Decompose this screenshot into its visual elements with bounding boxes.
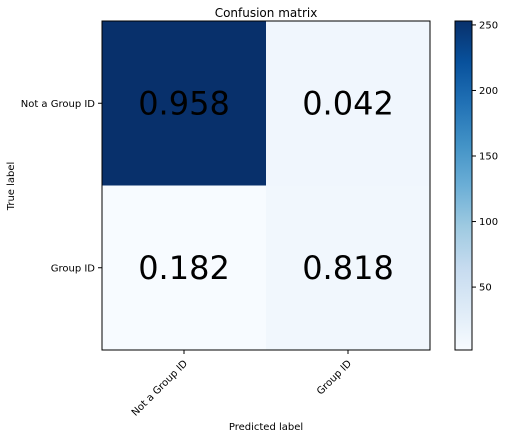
colorbar-tick-label: 100 <box>479 217 498 228</box>
heatmap-cell <box>266 185 430 350</box>
cell-value-label: 0.042 <box>302 84 394 122</box>
x-tick-label: Not a Group ID <box>130 358 191 419</box>
y-axis-label: True label <box>6 162 17 212</box>
cell-value-label: 0.818 <box>302 249 394 287</box>
cell-value-label: 0.182 <box>138 249 230 287</box>
colorbar-tick-label: 250 <box>479 20 498 31</box>
chart-title: Confusion matrix <box>215 6 318 20</box>
colorbar-tick-label: 150 <box>479 152 498 163</box>
cell-value-label: 0.958 <box>138 84 230 122</box>
heatmap-cell <box>266 21 430 186</box>
y-axis-ticks: Not a Group ID Group ID <box>21 99 102 274</box>
y-tick-label: Group ID <box>51 263 96 274</box>
colorbar-ticks: 50 100 150 200 250 <box>472 20 498 294</box>
colorbar <box>454 20 473 351</box>
x-axis-label: Predicted label <box>229 422 303 433</box>
colorbar-tick-label: 50 <box>479 283 492 294</box>
x-tick-label: Group ID <box>315 358 354 397</box>
heatmap-cells: 0.958 0.042 0.182 0.818 <box>102 21 430 350</box>
plot-frame <box>101 20 431 351</box>
x-axis-ticks: Not a Group ID Group ID <box>130 350 354 419</box>
y-tick-label: Not a Group ID <box>21 99 96 110</box>
heatmap-cell <box>102 21 266 186</box>
colorbar-tick-label: 200 <box>479 86 498 97</box>
heatmap-cell <box>102 185 266 350</box>
